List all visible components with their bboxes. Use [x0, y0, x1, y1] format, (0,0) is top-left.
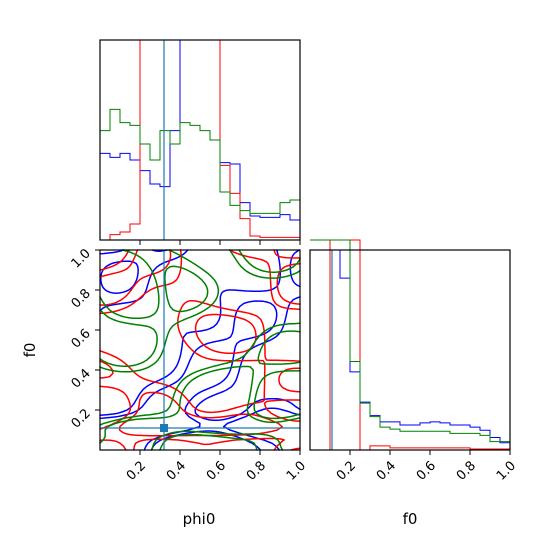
phi0-tick-label: 0.2 — [124, 458, 149, 483]
x-axis-label-f0: f0 — [403, 510, 418, 528]
f0-x-tick-label: 0.6 — [414, 458, 439, 483]
joint-contours — [99, 249, 301, 451]
f0-x-tick-label: 0.8 — [454, 458, 479, 483]
f0-x-tick-label: 1.0 — [494, 458, 519, 483]
f0-x-tick-label: 0.2 — [334, 458, 359, 483]
f0-marginal-frame — [309, 249, 511, 451]
truth-markers — [100, 40, 333, 450]
phi0-tick-label: 0.8 — [244, 458, 269, 483]
joint-frame — [99, 249, 301, 451]
phi0-tick-label: 1.0 — [284, 458, 309, 483]
contour-series2-level1 — [99, 249, 301, 451]
f0-x-tick-label: 0.4 — [374, 458, 399, 483]
f0-histogram-0 — [310, 249, 510, 444]
phi0-histogram-1 — [100, 39, 300, 241]
phi0-tick-label: 0.4 — [164, 458, 189, 483]
f0-y-tick-label: 0.8 — [69, 286, 94, 311]
f0-y-tick-label: 1.0 — [69, 246, 94, 271]
tick-marks — [95, 240, 511, 455]
f0-y-tick-label: 0.2 — [69, 406, 94, 431]
f0-histogram-2 — [310, 239, 510, 443]
y-axis-label-f0: f0 — [21, 343, 39, 358]
phi0-tick-label: 0.6 — [204, 458, 229, 483]
phi0-histogram-2 — [100, 108, 300, 214]
f0-y-tick-label: 0.6 — [69, 326, 94, 351]
phi0-marginal-frame — [99, 39, 301, 241]
f0-y-tick-label: 0.4 — [69, 366, 94, 391]
truth-marker — [160, 424, 168, 432]
x-axis-label-phi0: phi0 — [183, 510, 216, 528]
panel-frames — [99, 39, 511, 451]
